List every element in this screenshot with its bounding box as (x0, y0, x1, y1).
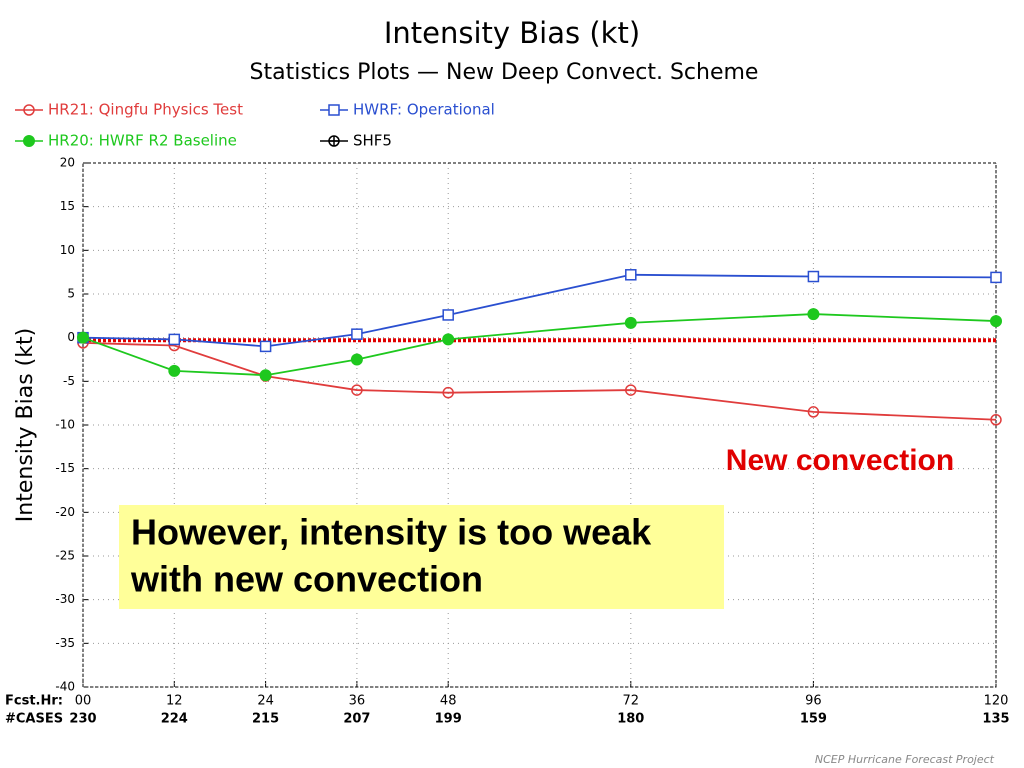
y-tick-label: -25 (55, 549, 75, 563)
marker (350, 353, 363, 366)
x-tick-label: 24 (257, 694, 274, 709)
marker (625, 269, 637, 281)
y-tick-label: -30 (55, 592, 75, 606)
legend-label: HR20: HWRF R2 Baseline (48, 132, 237, 150)
y-tick-label: -35 (55, 636, 75, 650)
x-tick-label: 120 (984, 694, 1009, 709)
marker (259, 369, 272, 382)
marker (807, 308, 820, 321)
y-axis-label: Intensity Bias (kt) (13, 328, 38, 522)
marker (990, 271, 1002, 284)
marker (442, 333, 455, 346)
y-tick-label: 15 (60, 199, 75, 213)
marker (259, 340, 272, 353)
marker (990, 414, 1002, 426)
y-tick-label: 0 (67, 330, 75, 344)
x-tick-label: 36 (349, 694, 366, 709)
x-tick-label: 96 (805, 694, 822, 709)
x-tick-label: 00 (75, 694, 92, 709)
y-tick-label: -15 (55, 461, 75, 475)
marker (624, 316, 637, 329)
cases-label: #CASES (5, 712, 63, 727)
y-tick-label: -20 (55, 505, 75, 519)
x-tick-label: 48 (440, 694, 457, 709)
y-tick-label: -5 (63, 374, 75, 388)
callout-text: However, intensity is too weak (131, 512, 652, 553)
callout-box (119, 505, 724, 609)
legend-label: SHF5 (353, 132, 392, 150)
cases-value: 230 (69, 712, 96, 727)
marker (807, 270, 820, 283)
marker (168, 364, 181, 377)
marker (442, 386, 454, 399)
cases-value: 199 (435, 712, 462, 727)
callout-text: with new convection (130, 559, 483, 600)
legend-label: HWRF: Operational (353, 101, 495, 119)
marker (807, 406, 820, 418)
marker (23, 104, 35, 116)
cases-value: 224 (161, 712, 188, 727)
series-line (82, 342, 997, 421)
marker (351, 384, 363, 396)
x-tick-label: 12 (166, 694, 183, 709)
x-tick-label: 72 (623, 694, 640, 709)
cases-value: 215 (252, 712, 279, 727)
marker (990, 315, 1002, 328)
legend-label: HR21: Qingfu Physics Test (48, 101, 243, 119)
marker (625, 384, 637, 396)
y-tick-label: -10 (55, 418, 75, 432)
marker (442, 309, 454, 321)
marker (328, 104, 340, 116)
cases-value: 207 (343, 712, 370, 727)
marker (168, 333, 181, 346)
cases-value: 180 (617, 712, 644, 727)
y-tick-label: -40 (55, 680, 75, 694)
chart-title: Intensity Bias (kt) (384, 16, 640, 50)
y-tick-label: 20 (60, 156, 75, 170)
y-tick-label: 5 (67, 287, 75, 301)
marker (328, 135, 340, 147)
marker (351, 328, 363, 340)
footer: NCEP Hurricane Forecast Project (815, 753, 995, 766)
x-row-label: Fcst.Hr: (5, 694, 63, 709)
annotation: New convection (726, 444, 954, 477)
cases-value: 135 (982, 712, 1009, 727)
marker (77, 331, 89, 344)
series-line (82, 313, 997, 377)
chart-subtitle: Statistics Plots — New Deep Convect. Sch… (250, 60, 759, 85)
cases-value: 159 (800, 712, 827, 727)
y-tick-label: 10 (60, 243, 75, 257)
series-line (82, 273, 997, 348)
marker (23, 135, 35, 147)
